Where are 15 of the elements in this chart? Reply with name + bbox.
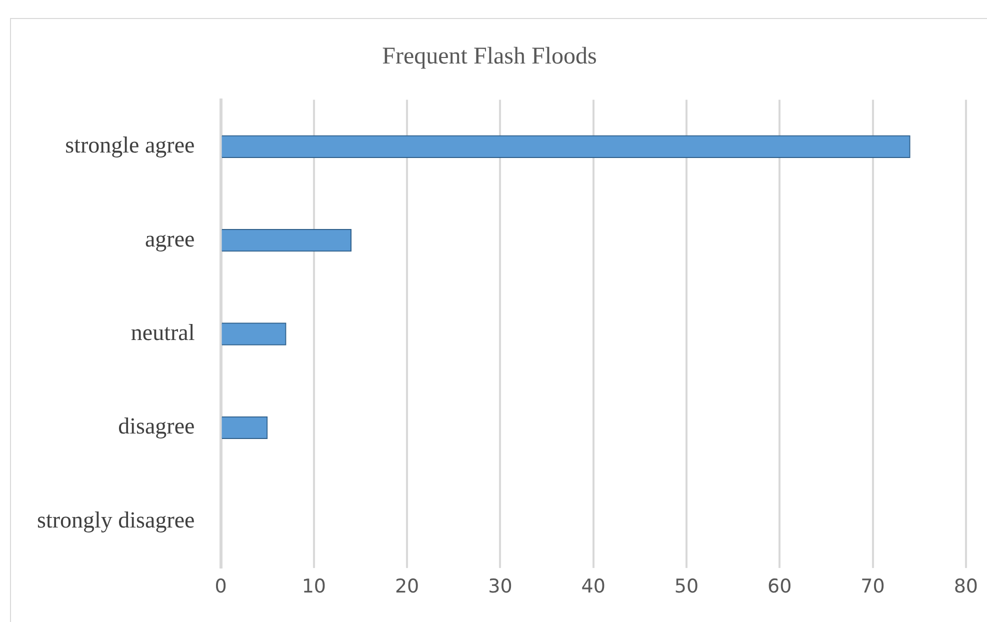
y-tick-label: disagree bbox=[118, 414, 195, 439]
y-tick-label: strongle agree bbox=[65, 132, 195, 158]
x-tick-label: 30 bbox=[488, 576, 512, 598]
x-tick-label: 20 bbox=[394, 576, 420, 598]
y-tick-label: agree bbox=[144, 226, 195, 252]
x-tick-label: 40 bbox=[581, 576, 606, 598]
x-tick-label: 70 bbox=[860, 576, 885, 598]
x-tick-label: 0 bbox=[214, 576, 227, 598]
x-tick-label: 60 bbox=[768, 576, 792, 598]
x-tick-label: 80 bbox=[954, 576, 978, 598]
x-tick-label: 10 bbox=[302, 576, 326, 598]
x-tick-label: 50 bbox=[674, 576, 699, 598]
y-tick-label: neutral bbox=[130, 320, 195, 346]
chart-title: Frequent Flash Floods bbox=[382, 44, 597, 70]
y-tick-label: strongly disagree bbox=[37, 507, 195, 532]
